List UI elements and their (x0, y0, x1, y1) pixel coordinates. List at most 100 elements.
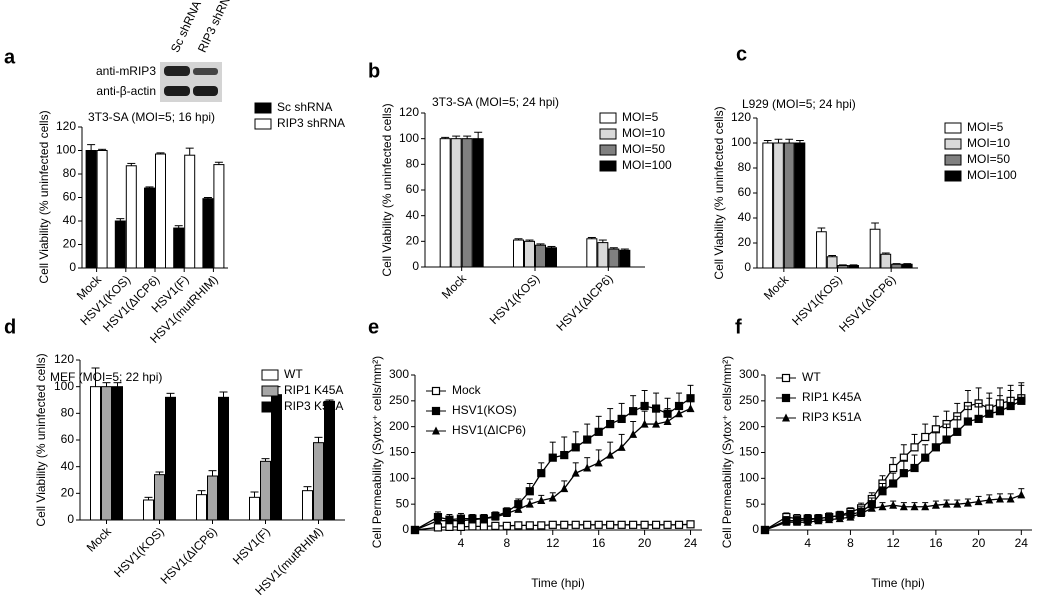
bar (524, 240, 535, 268)
panel-letter: b (368, 60, 380, 82)
blot-row-label: anti-β-actin (96, 84, 156, 98)
marker (686, 520, 695, 529)
marker (606, 419, 615, 429)
bar (165, 396, 176, 521)
marker (782, 517, 791, 526)
y-tick-label: 0 (412, 259, 419, 273)
marker (525, 487, 534, 496)
marker (606, 450, 615, 459)
bar (461, 138, 473, 268)
marker (514, 504, 523, 513)
marker (456, 516, 465, 525)
y-tick-label: 300 (389, 367, 409, 381)
y-tick-label: 20 (61, 486, 75, 500)
panel-letter: d (4, 316, 16, 338)
legend-swatch (254, 102, 272, 114)
marker (433, 516, 442, 525)
marker (411, 525, 419, 534)
y-tick-label: 50 (746, 496, 760, 510)
x-axis-label: Time (hpi) (531, 576, 585, 590)
legend-label: WT (284, 367, 303, 381)
marker (479, 514, 488, 523)
marker (803, 517, 812, 526)
y-tick-label: 40 (738, 210, 752, 224)
legend-label: RIP3 K51A (802, 410, 861, 424)
legend-label: RIP3 shRNA (277, 116, 345, 130)
panel-letter: c (736, 43, 747, 65)
bar (586, 238, 598, 268)
chart-title: L929 (MOI=5; 24 hpi) (742, 97, 856, 111)
marker (548, 453, 557, 462)
marker (514, 521, 523, 530)
bar (535, 244, 546, 268)
bar (90, 386, 101, 521)
bar (439, 138, 451, 268)
bar (302, 490, 313, 521)
y-tick-label: 120 (731, 110, 751, 124)
x-tick-label: 16 (929, 536, 943, 550)
marker (910, 502, 919, 511)
marker (583, 435, 592, 444)
marker (663, 417, 672, 425)
x-tick-label: 12 (546, 536, 560, 550)
marker (910, 463, 919, 473)
y-tick-label: 40 (61, 459, 75, 473)
y-tick-label: 80 (738, 160, 752, 174)
y-tick-label: 120 (399, 105, 419, 119)
x-tick-label: 16 (592, 536, 606, 550)
blot-band (193, 86, 218, 96)
marker (468, 522, 477, 531)
legend-label: HSV1(KOS) (452, 403, 517, 417)
marker (963, 417, 973, 426)
legend-marker (431, 406, 441, 416)
marker (502, 508, 511, 517)
marker (594, 427, 603, 436)
marker (548, 520, 557, 529)
bar (213, 164, 225, 269)
marker (1017, 490, 1026, 499)
legend-swatch (599, 112, 617, 124)
y-axis-label: Cell Viability (% uninfected cells) (34, 353, 48, 526)
y-tick-label: 60 (738, 185, 752, 199)
x-tick-label: 24 (1015, 536, 1029, 550)
marker (583, 520, 592, 529)
x-tick-label: Mock (761, 272, 792, 303)
bar (891, 263, 902, 269)
y-tick-label: 80 (61, 406, 75, 420)
y-tick-label: 100 (731, 135, 751, 149)
marker (953, 427, 962, 436)
legend-swatch (599, 160, 617, 172)
y-tick-label: 250 (739, 393, 759, 407)
bar (155, 153, 166, 269)
y-tick-label: 150 (389, 445, 409, 459)
y-tick-label: 120 (54, 352, 74, 366)
series-line (764, 494, 1022, 531)
bar (173, 227, 185, 269)
marker (921, 432, 930, 442)
marker (594, 520, 603, 529)
x-tick-label: Mock (84, 524, 115, 555)
legend-label: MOI=10 (622, 126, 665, 140)
y-tick-label: 250 (389, 393, 409, 407)
marker (629, 407, 638, 416)
legend-label: MOI=5 (622, 110, 659, 124)
panel-letter: f (735, 316, 742, 338)
y-tick-label: 0 (67, 512, 74, 526)
marker (479, 522, 488, 531)
marker (974, 497, 983, 506)
legend-swatch (599, 128, 617, 140)
marker (835, 514, 844, 523)
bar (313, 442, 324, 521)
bar (144, 187, 155, 269)
bar (207, 475, 218, 521)
legend-swatch (261, 385, 279, 397)
marker (889, 500, 898, 509)
legend-label: RIP3 K51A (284, 399, 343, 413)
marker (942, 435, 951, 444)
legend-swatch (254, 118, 272, 130)
y-tick-label: 40 (406, 208, 420, 222)
y-tick-label: 40 (63, 213, 77, 227)
marker (617, 442, 626, 451)
bar (96, 150, 108, 269)
x-tick-label: HSV1(F) (230, 524, 273, 567)
